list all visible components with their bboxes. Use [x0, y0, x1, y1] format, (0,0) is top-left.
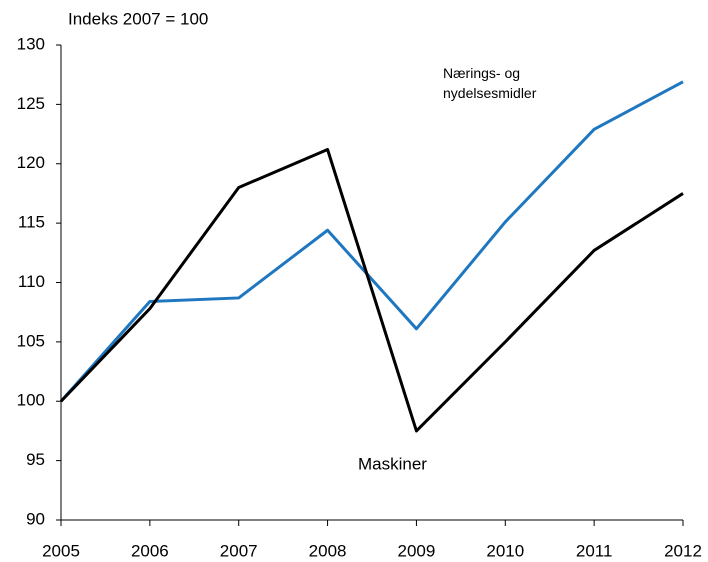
x-tick-label: 2007 — [220, 541, 258, 560]
y-tick-label: 100 — [17, 391, 45, 410]
y-tick-label: 115 — [18, 213, 45, 232]
x-tick-label: 2011 — [576, 541, 613, 560]
series-label: Maskiner — [358, 454, 427, 473]
series-label: Nærings- og nydelsesmidler — [443, 65, 537, 101]
y-tick-label: 120 — [17, 153, 45, 172]
y-tick-label: 130 — [17, 34, 45, 53]
x-tick-label: 2006 — [131, 541, 169, 560]
series-line — [59, 80, 684, 403]
y-tick-label: 95 — [26, 450, 45, 469]
series-label-line: Nærings- og nydelsesmidler — [443, 65, 537, 101]
y-tick-label: 105 — [17, 331, 45, 350]
y-tick-label: 110 — [18, 272, 45, 291]
x-tick-label: 2012 — [664, 541, 702, 560]
y-axis-label: Indeks 2007 = 100 — [68, 9, 208, 28]
x-tick-label: 2009 — [398, 541, 436, 560]
x-tick-label: 2008 — [309, 541, 347, 560]
y-tick-label: 125 — [17, 94, 45, 113]
x-tick-label: 2005 — [42, 541, 80, 560]
series-line — [59, 148, 684, 433]
y-tick-label: 90 — [26, 509, 45, 528]
x-tick-label: 2010 — [486, 541, 524, 560]
